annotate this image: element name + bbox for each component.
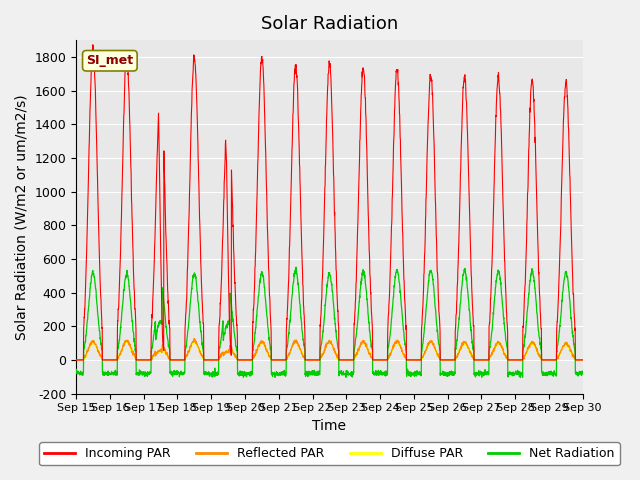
Text: SI_met: SI_met [86,54,133,67]
Title: Solar Radiation: Solar Radiation [260,15,398,33]
X-axis label: Time: Time [312,419,346,433]
Legend: Incoming PAR, Reflected PAR, Diffuse PAR, Net Radiation: Incoming PAR, Reflected PAR, Diffuse PAR… [39,442,620,465]
Y-axis label: Solar Radiation (W/m2 or um/m2/s): Solar Radiation (W/m2 or um/m2/s) [15,94,29,340]
